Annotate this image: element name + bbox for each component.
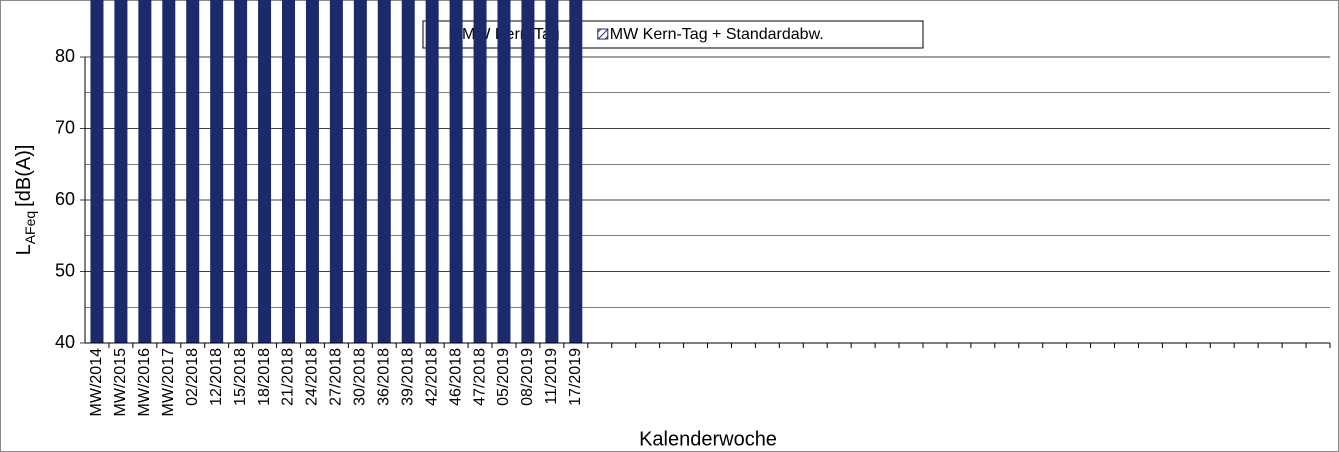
x-tick-label: 18/2018	[256, 348, 273, 406]
bar-segment	[234, 0, 248, 344]
y-tick-label: 60	[55, 189, 75, 209]
bar-segment	[473, 0, 487, 344]
x-axis-label: Kalenderwoche	[639, 428, 777, 450]
x-tick-label: 47/2018	[471, 348, 488, 406]
bar-segment	[425, 0, 439, 344]
x-tick-label: 39/2018	[399, 348, 416, 406]
x-tick-label: MW/2014	[88, 348, 105, 417]
y-label-unit: [dB(A)]	[13, 145, 35, 207]
x-tick-label: MW/2016	[136, 348, 153, 417]
x-tick-label: 05/2019	[495, 348, 512, 406]
x-tick-label: MW/2015	[112, 348, 129, 417]
bar-segment	[210, 0, 224, 344]
bar-segment	[377, 0, 391, 344]
bar-segment	[329, 0, 343, 344]
x-tick-label: 17/2019	[567, 348, 584, 406]
legend-label: MW Kern-Tag + Standardabw.	[610, 26, 824, 43]
bar-segment	[305, 0, 319, 344]
x-tick-label: 36/2018	[375, 348, 392, 406]
bar-segment	[186, 0, 200, 344]
bar-segment	[353, 0, 367, 344]
x-tick-label: 21/2018	[280, 348, 297, 406]
x-tick-label: 11/2019	[543, 348, 560, 405]
x-tick-label: 42/2018	[423, 348, 440, 406]
bar-segment	[521, 0, 535, 344]
legend-swatch	[597, 28, 609, 40]
bar-segment	[282, 0, 296, 344]
x-tick-label: 46/2018	[447, 348, 464, 406]
x-tick-label: 08/2019	[519, 348, 536, 406]
bar-segment	[162, 0, 176, 344]
bar-segment	[258, 0, 272, 344]
bar-segment	[569, 0, 583, 344]
x-tick-label: MW/2017	[160, 348, 177, 417]
bar-segment	[497, 0, 511, 344]
y-tick-label: 80	[55, 46, 75, 66]
x-tick-label: 02/2018	[184, 348, 201, 406]
bar-segment	[401, 0, 415, 344]
x-tick-label: 27/2018	[328, 348, 345, 406]
bar-segment	[138, 0, 152, 344]
x-tick-label: 12/2018	[208, 348, 225, 406]
y-tick-label: 40	[55, 332, 75, 352]
bar-segment	[449, 0, 463, 344]
y-axis-label: LAFeq [dB(A)]	[13, 145, 38, 256]
bar-segment	[114, 0, 128, 344]
x-tick-label: 15/2018	[232, 348, 249, 406]
y-label-main: L	[13, 244, 35, 255]
bar-segment	[90, 0, 104, 344]
x-tick-label: 30/2018	[352, 348, 369, 406]
x-tick-label: 24/2018	[304, 348, 321, 406]
y-tick-label: 70	[55, 117, 75, 137]
y-tick-label: 50	[55, 260, 75, 280]
bar-segment	[545, 0, 559, 344]
y-label-sub: AFeq	[22, 211, 38, 244]
